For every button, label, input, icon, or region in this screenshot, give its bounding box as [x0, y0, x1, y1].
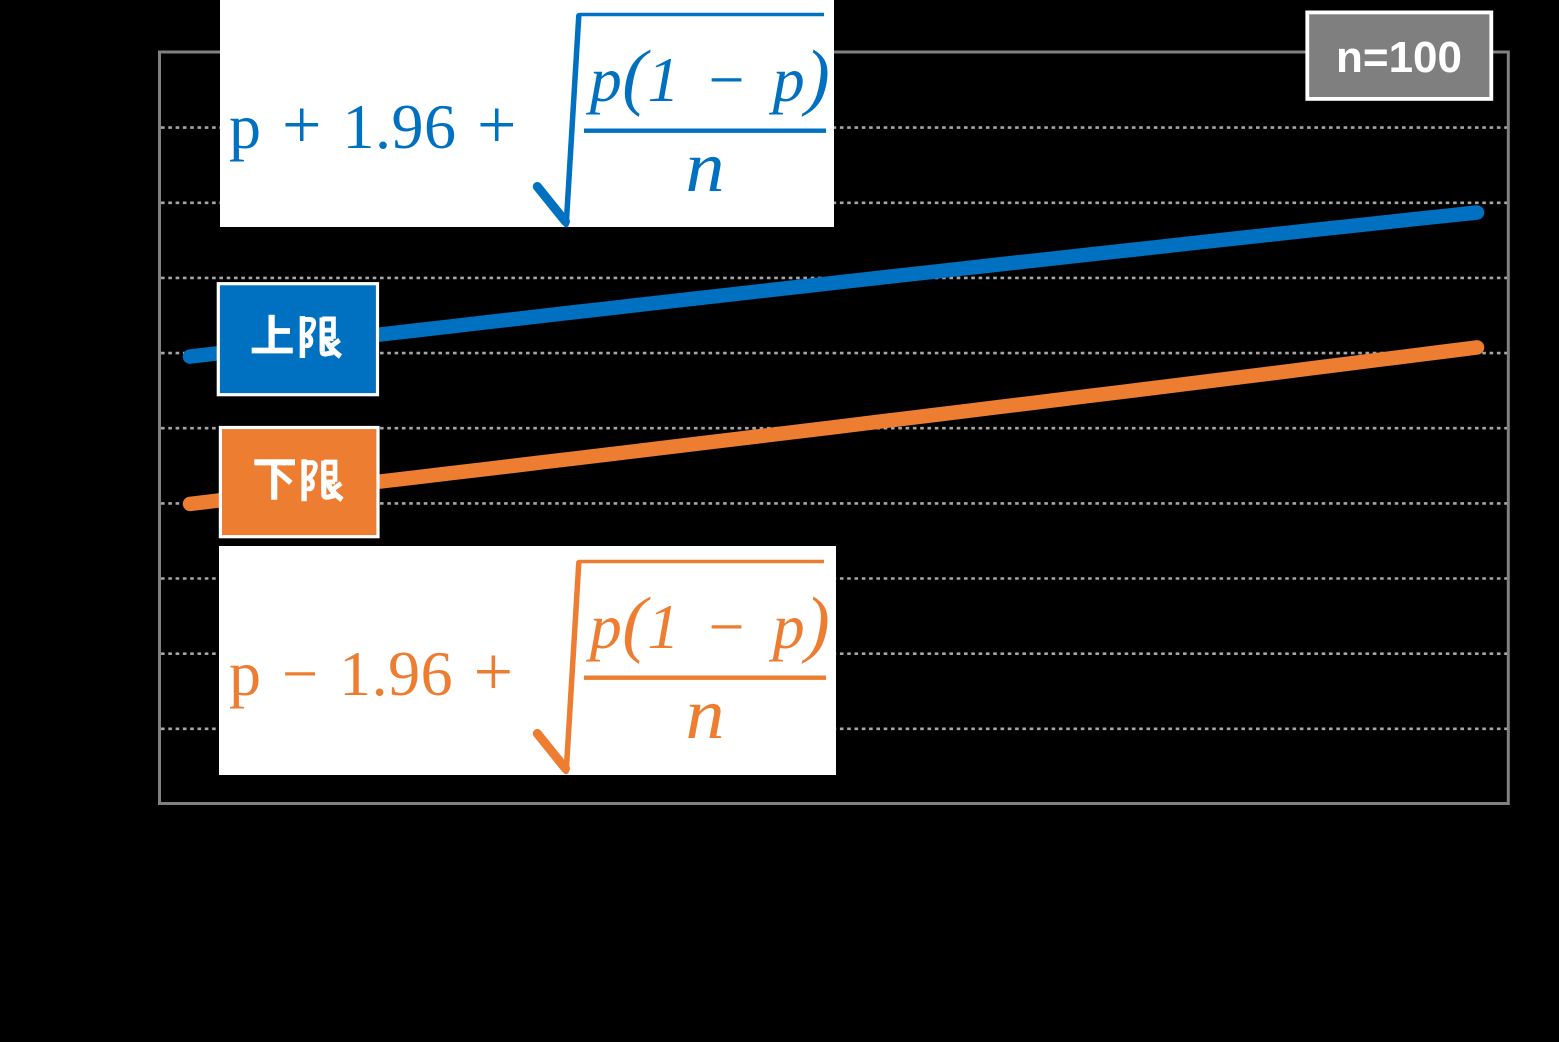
svg-text:p − 1.96 +: p − 1.96 +	[229, 634, 514, 711]
svg-text:p(1 − p): p(1 − p)	[586, 583, 831, 665]
svg-text:n: n	[686, 674, 725, 754]
svg-text:n: n	[686, 127, 725, 207]
svg-text:p + 1.96 +: p + 1.96 +	[229, 87, 517, 164]
svg-text:n=100: n=100	[1336, 33, 1462, 82]
svg-text:p(1 − p): p(1 − p)	[586, 36, 831, 118]
